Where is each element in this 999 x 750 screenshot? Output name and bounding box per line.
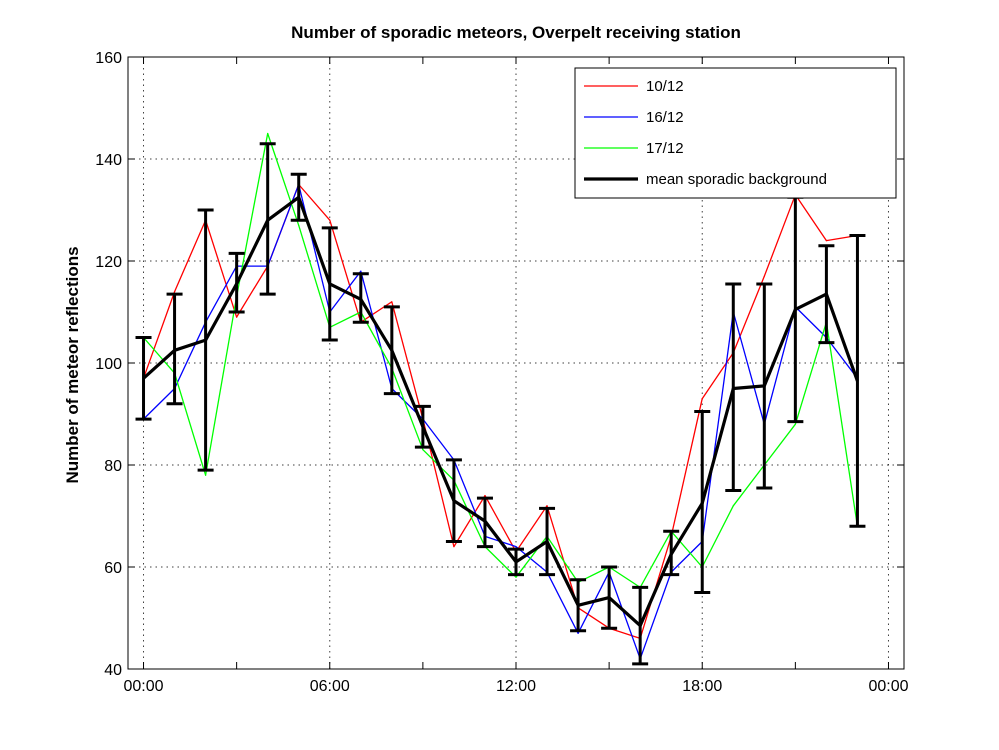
- series-line: [143, 132, 859, 589]
- error-bar: [135, 336, 152, 421]
- data-point: [236, 316, 238, 318]
- x-tick-label: 00:00: [123, 678, 163, 695]
- legend-box: [574, 67, 897, 199]
- series-2: [142, 132, 859, 589]
- y-tick-label: 80: [104, 458, 122, 475]
- chart-title: Number of sporadic meteors, Overpelt rec…: [291, 23, 741, 42]
- data-point: [794, 423, 796, 425]
- series-0: [142, 183, 859, 640]
- data-point: [360, 270, 362, 272]
- error-bar: [352, 272, 369, 324]
- data-point: [515, 546, 517, 548]
- error-bar: [259, 142, 276, 296]
- legend-label: mean sporadic background: [646, 171, 827, 188]
- data-point: [453, 546, 455, 548]
- error-bar: [290, 172, 307, 222]
- x-ticks: 00:00 06:00 12:00 18:00 00:00: [123, 57, 909, 695]
- legend-label: 16/12: [646, 109, 684, 126]
- error-bar: [383, 305, 400, 396]
- error-bar: [818, 244, 835, 345]
- error-bar: [725, 282, 742, 492]
- data-point: [484, 495, 486, 497]
- error-bar: [663, 529, 680, 577]
- legend-label: 17/12: [646, 140, 684, 157]
- error-bar: [445, 458, 462, 543]
- x-tick-label: 00:00: [868, 678, 908, 695]
- y-axis-label: Number of meteor reflections: [63, 246, 82, 483]
- data-point: [298, 224, 300, 226]
- error-bar: [197, 208, 214, 472]
- y-tick-label: 140: [95, 152, 122, 169]
- error-bar: [476, 496, 493, 549]
- error-bar: [414, 404, 431, 449]
- x-tick-label: 18:00: [682, 678, 722, 695]
- data-point: [577, 632, 579, 634]
- data-point: [329, 219, 331, 221]
- error-bars: [135, 142, 866, 666]
- error-bar: [166, 292, 183, 406]
- error-bar: [787, 195, 804, 424]
- series-line: [142, 195, 859, 628]
- data-point: [391, 301, 393, 303]
- error-bar: [694, 409, 711, 594]
- legend-label: 10/12: [646, 78, 684, 95]
- error-bar: [539, 506, 556, 577]
- y-tick-label: 100: [95, 356, 122, 373]
- data-point: [763, 275, 765, 277]
- error-bar: [228, 251, 245, 314]
- data-point: [205, 474, 207, 476]
- x-tick-label: 06:00: [310, 678, 350, 695]
- data-point: [515, 576, 517, 578]
- data-point: [732, 505, 734, 507]
- error-bar: [321, 226, 338, 342]
- error-bar: [849, 234, 866, 528]
- legend: 10/12 16/12 17/12 mean sporadic background: [574, 67, 897, 199]
- error-bar: [508, 547, 524, 577]
- y-tick-label: 160: [95, 50, 122, 67]
- error-bar: [570, 578, 587, 633]
- data-point: [701, 398, 703, 400]
- data-point: [267, 132, 269, 135]
- y-tick-label: 40: [104, 662, 122, 679]
- x-tick-label: 12:00: [496, 678, 536, 695]
- data-point: [173, 291, 176, 293]
- data-series: [142, 132, 859, 660]
- y-tick-label: 120: [95, 254, 122, 271]
- data-point: [422, 449, 424, 451]
- series-line: [142, 183, 858, 640]
- data-point: [546, 505, 548, 507]
- data-point: [825, 240, 828, 242]
- error-bar: [756, 282, 773, 490]
- error-bar: [601, 565, 618, 630]
- plot-frame: [127, 56, 905, 670]
- y-tick-label: 60: [104, 560, 122, 577]
- error-bar: [632, 585, 649, 666]
